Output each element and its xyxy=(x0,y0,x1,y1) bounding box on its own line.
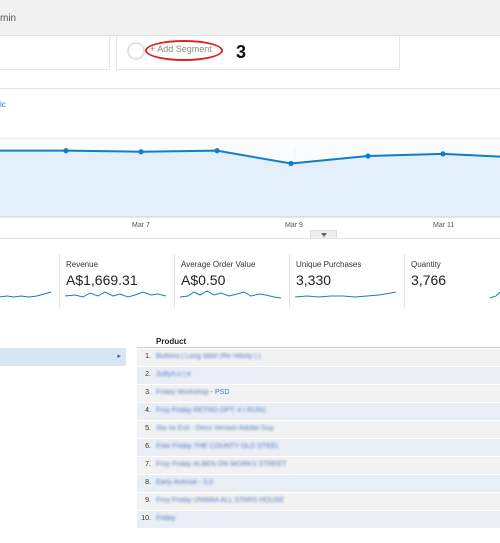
x-tick-label: Mar 11 xyxy=(433,222,455,229)
table-row[interactable]: 6. Free Friday THE COUNTY OLD STEEL xyxy=(137,439,500,457)
table-row[interactable]: 3. Friday Workshop - PSD xyxy=(137,385,500,403)
metric-card-revenue[interactable]: Revenue A$1,669.31 xyxy=(59,254,169,308)
metric-selector[interactable]: ic xyxy=(0,100,6,109)
metric-value: 3,766 xyxy=(411,272,447,288)
metric-title: Revenue xyxy=(66,260,99,269)
row-index: 1. xyxy=(145,353,151,360)
data-point xyxy=(63,148,69,154)
segment-card[interactable] xyxy=(0,36,110,70)
x-tick-label: Mar 7 xyxy=(132,222,150,229)
series-area xyxy=(0,150,500,217)
data-point xyxy=(288,160,294,167)
sparkline xyxy=(65,291,167,298)
metric-card-unique-purchases[interactable]: Unique Purchases 3,330 xyxy=(289,254,399,308)
table-row[interactable]: 10. Friday xyxy=(137,511,500,529)
row-index: 6. xyxy=(145,443,151,450)
divider xyxy=(0,88,500,89)
table-row[interactable]: 9. Froy Friday UNWAA ALL STARS HOUSE xyxy=(137,493,500,511)
metric-title: Average Order Value xyxy=(181,260,256,269)
dimension-selected-row[interactable]: ▸ xyxy=(0,348,126,366)
data-point xyxy=(440,151,446,157)
metric-title: Quantity xyxy=(411,260,441,269)
top-bar: min xyxy=(0,0,500,36)
product-link[interactable]: Sta rw Exit - Deco Version Adobe Guy xyxy=(156,425,274,432)
product-name-blurred: Friday Workshop xyxy=(156,389,209,396)
metric-card-quantity[interactable]: Quantity 3,766 xyxy=(404,254,500,308)
timeline-chart xyxy=(0,110,500,240)
series-line xyxy=(0,149,500,165)
product-link[interactable]: Free Friday THE COUNTY OLD STEEL xyxy=(156,443,280,450)
metric-value: A$0.50 xyxy=(181,272,226,288)
data-point xyxy=(214,148,220,154)
product-link[interactable]: Friday xyxy=(156,515,176,522)
product-link[interactable]: Froy Friday UNWAA ALL STARS HOUSE xyxy=(156,497,285,504)
row-index: 5. xyxy=(145,425,151,432)
table-row[interactable]: 8. Early Avenue - 5.0 xyxy=(137,475,500,493)
product-link[interactable]: Froy Friday ALBEN ON WORKS STREET xyxy=(156,461,287,468)
metric-card[interactable] xyxy=(0,254,57,308)
sparkline xyxy=(0,291,52,298)
row-index: 9. xyxy=(145,497,151,504)
row-index: 8. xyxy=(145,479,151,486)
chevron-right-icon: ▸ xyxy=(117,353,121,360)
row-index: 7. xyxy=(145,461,151,468)
metric-value: A$1,669.31 xyxy=(66,272,138,288)
sparkline xyxy=(489,291,500,299)
row-index: 10. xyxy=(141,515,151,522)
metric-value: 3,330 xyxy=(296,272,332,288)
annotation-ellipse xyxy=(145,40,223,61)
sparkline xyxy=(295,291,397,298)
product-link[interactable]: Froy Friday RETRO OPT: 4 I RUN1 xyxy=(156,407,267,414)
table-row[interactable]: 7. Froy Friday ALBEN ON WORKS STREET xyxy=(137,457,500,475)
chevron-down-icon xyxy=(321,233,327,237)
table-row[interactable]: 2. JuBy/Lu | e xyxy=(137,367,500,385)
row-index: 3. xyxy=(145,389,151,396)
table-row[interactable]: 1. Buttons | Long label (Re rebuty | ) xyxy=(137,349,500,367)
data-point xyxy=(138,149,144,155)
metric-title: Unique Purchases xyxy=(296,260,362,269)
product-link[interactable]: Early Avenue - 5.0 xyxy=(156,479,214,486)
divider xyxy=(0,238,500,239)
table-row[interactable]: 5. Sta rw Exit - Deco Version Adobe Guy xyxy=(137,421,500,439)
table-row[interactable]: 4. Froy Friday RETRO OPT: 4 I RUN1 xyxy=(137,403,500,421)
x-tick-label: Mar 9 xyxy=(285,222,303,229)
admin-link[interactable]: min xyxy=(0,13,17,24)
product-link[interactable]: JuBy/Lu | e xyxy=(156,371,191,378)
segment-circle-icon xyxy=(127,42,145,60)
product-link[interactable]: Friday Workshop - PSD xyxy=(156,389,229,396)
metric-card-aov[interactable]: Average Order Value A$0.50 xyxy=(174,254,284,308)
annotation-number: 3 xyxy=(236,42,247,62)
row-index: 4. xyxy=(145,407,151,414)
table-divider xyxy=(137,347,500,348)
product-name-suffix: - PSD xyxy=(208,389,230,396)
data-point xyxy=(365,153,371,159)
product-link[interactable]: Buttons | Long label (Re rebuty | ) xyxy=(156,353,261,360)
row-index: 2. xyxy=(145,371,151,378)
sparkline xyxy=(180,290,282,299)
chart-svg xyxy=(0,137,500,218)
column-header-product[interactable]: Product xyxy=(156,337,187,346)
